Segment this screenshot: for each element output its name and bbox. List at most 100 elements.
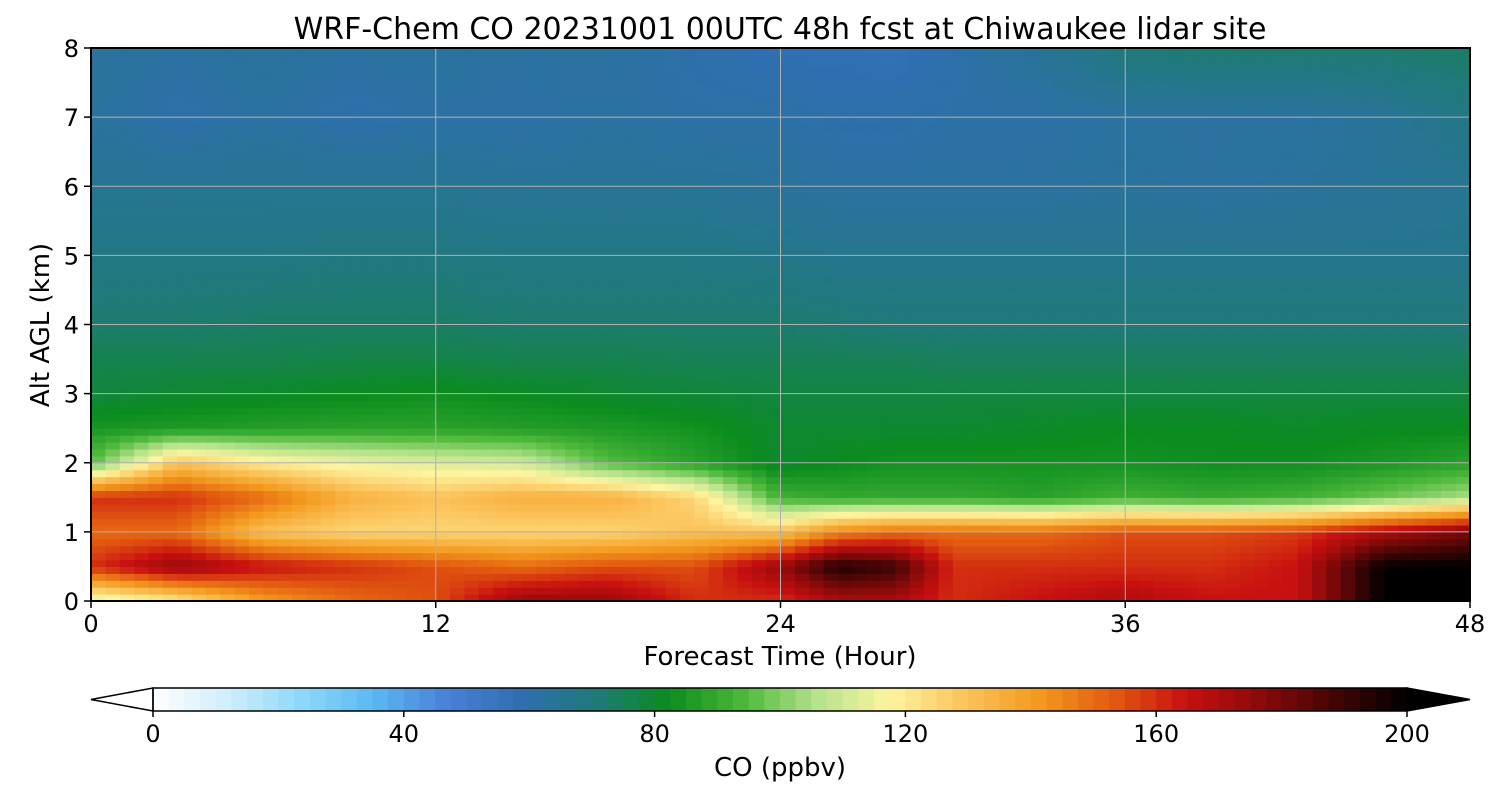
heatmap-cell bbox=[967, 435, 983, 443]
heatmap-cell bbox=[450, 372, 466, 381]
heatmap-cell bbox=[909, 220, 925, 229]
heatmap-cell bbox=[191, 386, 207, 395]
heatmap-cell bbox=[349, 193, 365, 201]
heatmap-cell bbox=[435, 365, 451, 374]
heatmap-cell bbox=[881, 137, 897, 146]
heatmap-cell bbox=[105, 331, 121, 339]
heatmap-cell bbox=[521, 158, 537, 167]
heatmap-cell bbox=[852, 448, 868, 457]
heatmap-cell bbox=[708, 345, 724, 353]
heatmap-cell bbox=[938, 241, 954, 250]
heatmap-cell bbox=[450, 524, 466, 533]
heatmap-cell bbox=[622, 248, 638, 256]
heatmap-cell bbox=[665, 324, 681, 333]
heatmap-cell bbox=[938, 124, 954, 132]
heatmap-cell bbox=[277, 289, 293, 298]
heatmap-cell bbox=[938, 103, 954, 111]
heatmap-cell bbox=[866, 234, 882, 243]
heatmap-cell bbox=[751, 511, 767, 519]
heatmap-cell bbox=[464, 296, 480, 305]
heatmap-cell bbox=[665, 255, 681, 263]
heatmap-cell bbox=[392, 206, 408, 215]
heatmap-cell bbox=[349, 82, 365, 91]
heatmap-cell bbox=[306, 303, 322, 312]
heatmap-cell bbox=[105, 587, 121, 595]
heatmap-cell bbox=[320, 345, 336, 353]
heatmap-cell bbox=[766, 255, 782, 263]
heatmap-cell bbox=[924, 476, 940, 485]
heatmap-cell bbox=[737, 200, 753, 208]
heatmap-cell bbox=[837, 124, 853, 132]
heatmap-cell bbox=[521, 117, 537, 125]
heatmap-cell bbox=[148, 151, 164, 160]
heatmap-cell bbox=[895, 151, 911, 160]
heatmap-cell bbox=[866, 455, 882, 464]
heatmap-cell bbox=[593, 545, 609, 554]
heatmap-cell bbox=[708, 283, 724, 291]
heatmap-cell bbox=[881, 283, 897, 291]
heatmap-cell bbox=[636, 151, 652, 160]
heatmap-cell bbox=[550, 455, 566, 464]
heatmap-cell bbox=[220, 386, 236, 395]
heatmap-cell bbox=[794, 372, 810, 381]
heatmap-cell bbox=[651, 54, 667, 63]
heatmap-cell bbox=[967, 110, 983, 118]
heatmap-cell bbox=[507, 421, 523, 429]
heatmap-cell bbox=[119, 317, 135, 326]
heatmap-cell bbox=[766, 303, 782, 312]
heatmap-cell bbox=[737, 345, 753, 353]
heatmap-cell bbox=[306, 227, 322, 236]
heatmap-cell bbox=[737, 283, 753, 291]
heatmap-cell bbox=[277, 559, 293, 568]
heatmap-cell bbox=[263, 490, 279, 498]
heatmap-cell bbox=[751, 96, 767, 104]
heatmap-cell bbox=[593, 476, 609, 485]
heatmap-cell bbox=[924, 455, 940, 464]
heatmap-cell bbox=[234, 497, 250, 505]
heatmap-cell bbox=[306, 317, 322, 326]
heatmap-cell bbox=[565, 518, 580, 526]
heatmap-cell bbox=[349, 89, 365, 97]
heatmap-cell bbox=[679, 407, 695, 415]
heatmap-cell bbox=[593, 283, 609, 291]
heatmap-cell bbox=[823, 407, 839, 415]
heatmap-cell bbox=[766, 96, 782, 104]
heatmap-cell bbox=[679, 61, 695, 70]
heatmap-cell bbox=[435, 566, 451, 574]
heatmap-cell bbox=[493, 490, 509, 498]
heatmap-cell bbox=[349, 234, 365, 243]
heatmap-cell bbox=[636, 497, 652, 505]
heatmap-cell bbox=[723, 248, 738, 256]
heatmap-cell bbox=[766, 504, 782, 512]
heatmap-cell bbox=[924, 317, 940, 326]
heatmap-cell bbox=[521, 200, 537, 208]
heatmap-cell bbox=[507, 580, 523, 588]
heatmap-cell bbox=[694, 234, 710, 243]
heatmap-cell bbox=[306, 179, 322, 187]
heatmap-cell bbox=[708, 165, 724, 174]
heatmap-cell bbox=[866, 469, 882, 478]
heatmap-cell bbox=[909, 144, 925, 153]
heatmap-cell bbox=[593, 524, 609, 533]
heatmap-cell bbox=[220, 289, 236, 298]
heatmap-cell bbox=[651, 490, 667, 498]
heatmap-cell bbox=[177, 276, 193, 284]
heatmap-cell bbox=[665, 559, 681, 568]
heatmap-cell bbox=[751, 407, 767, 415]
heatmap-cell bbox=[751, 393, 767, 402]
heatmap-cell bbox=[852, 442, 868, 450]
heatmap-cell bbox=[679, 531, 695, 540]
heatmap-cell bbox=[105, 414, 121, 422]
heatmap-cell bbox=[723, 276, 738, 284]
heatmap-cell bbox=[924, 345, 940, 353]
heatmap-cell bbox=[780, 48, 796, 56]
heatmap-cell bbox=[335, 124, 351, 132]
heatmap-cell bbox=[220, 393, 236, 402]
heatmap-cell bbox=[593, 324, 609, 333]
heatmap-cell bbox=[550, 338, 566, 346]
heatmap-cell bbox=[852, 110, 868, 118]
heatmap-cell bbox=[378, 283, 394, 291]
heatmap-cell bbox=[148, 559, 164, 568]
heatmap-cell bbox=[478, 359, 494, 367]
heatmap-cell bbox=[220, 483, 236, 491]
